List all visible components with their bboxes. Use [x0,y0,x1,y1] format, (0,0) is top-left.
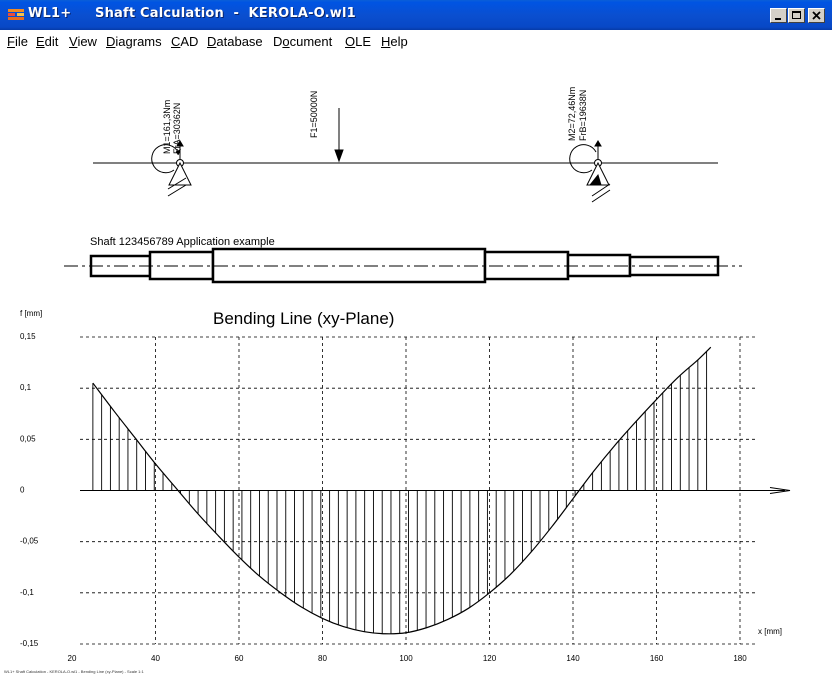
menu-help[interactable]: Help [381,34,408,49]
title-bar: WL1+ Shaft Calculation - KEROLA-O.wl1 [0,0,832,30]
y-tick-label: 0,1 [20,383,32,392]
x-tick-label: 160 [650,654,664,663]
y-tick-label: -0,15 [20,639,39,648]
x-axis-arrow [769,487,791,494]
close-button[interactable] [808,8,825,23]
force-label: F1=50000N [309,91,319,138]
x-tick-labels: 20 40 60 80 100 120 140 160 180 [68,654,748,663]
x-tick-label: 120 [483,654,497,663]
status-line: WL1+ Shaft Calculation - KEROLA-O.wl1 - … [4,669,144,674]
x-tick-label: 140 [566,654,580,663]
y-tick-label: -0,1 [20,588,34,597]
x-tick-label: 100 [399,654,413,663]
menu-edit[interactable]: Edit [36,34,59,49]
app-icon[interactable] [8,8,24,22]
force-arrow [334,108,344,163]
menu-cad[interactable]: CAD [171,34,199,49]
menu-bar: File Edit View Diagrams CAD Database Doc… [0,30,832,52]
support-b [569,140,611,203]
y-tick-label: 0 [20,486,25,495]
x-tick-label: 60 [235,654,244,663]
load-diagram [93,108,718,203]
menu-view[interactable]: View [69,34,97,49]
y-tick-label: 0,15 [20,332,36,341]
drawing-canvas: M1=161,3Nm FrA=30362N F1=50000N M2=72,46… [20,87,791,663]
y-tick-label: -0,05 [20,537,39,546]
support-a-moment-label: M1=161,3Nm [162,100,172,154]
x-tick-label: 40 [151,654,160,663]
document-title: Shaft Calculation - KEROLA-O.wl1 [95,6,356,21]
minimize-icon [775,18,781,20]
support-a-force-label: FrA=30362N [172,103,182,154]
support-b-moment-label: M2=72,46Nm [567,87,577,141]
menu-file[interactable]: File [7,34,28,49]
maximize-button[interactable] [788,8,805,23]
menu-ole[interactable]: OLE [345,34,372,49]
bending-curve [92,346,712,635]
app-name: WL1+ [28,6,72,21]
maximize-icon [792,11,801,19]
x-axis-label: x [mm] [758,627,782,636]
window-title: WL1+ Shaft Calculation - KEROLA-O.wl1 [28,6,356,21]
deflection-hatch [92,351,708,634]
minimize-button[interactable] [770,8,787,23]
shaft-caption: Shaft 123456789 Application example [90,236,275,248]
support-b-force-label: FrB=19638N [578,90,588,141]
shaft-drawing [64,247,742,284]
y-tick-label: 0,05 [20,434,36,443]
x-tick-label: 180 [733,654,747,663]
menu-document[interactable]: Document [273,34,333,49]
support-a [151,140,192,197]
menu-diagrams[interactable]: Diagrams [106,34,162,49]
y-axis-label: f [mm] [20,309,42,318]
x-tick-label: 20 [68,654,77,663]
zero-axis [80,487,791,494]
load-labels: M1=161,3Nm FrA=30362N F1=50000N M2=72,46… [162,87,588,154]
x-tick-label: 80 [318,654,327,663]
y-tick-labels: 0,15 0,1 0,05 0 -0,05 -0,1 -0,15 [20,332,39,648]
close-icon [812,11,821,20]
menu-database[interactable]: Database [207,34,263,49]
chart-title: Bending Line (xy-Plane) [213,309,394,328]
bending-line-chart: Bending Line (xy-Plane) f [mm] x [mm] 20… [20,309,791,663]
